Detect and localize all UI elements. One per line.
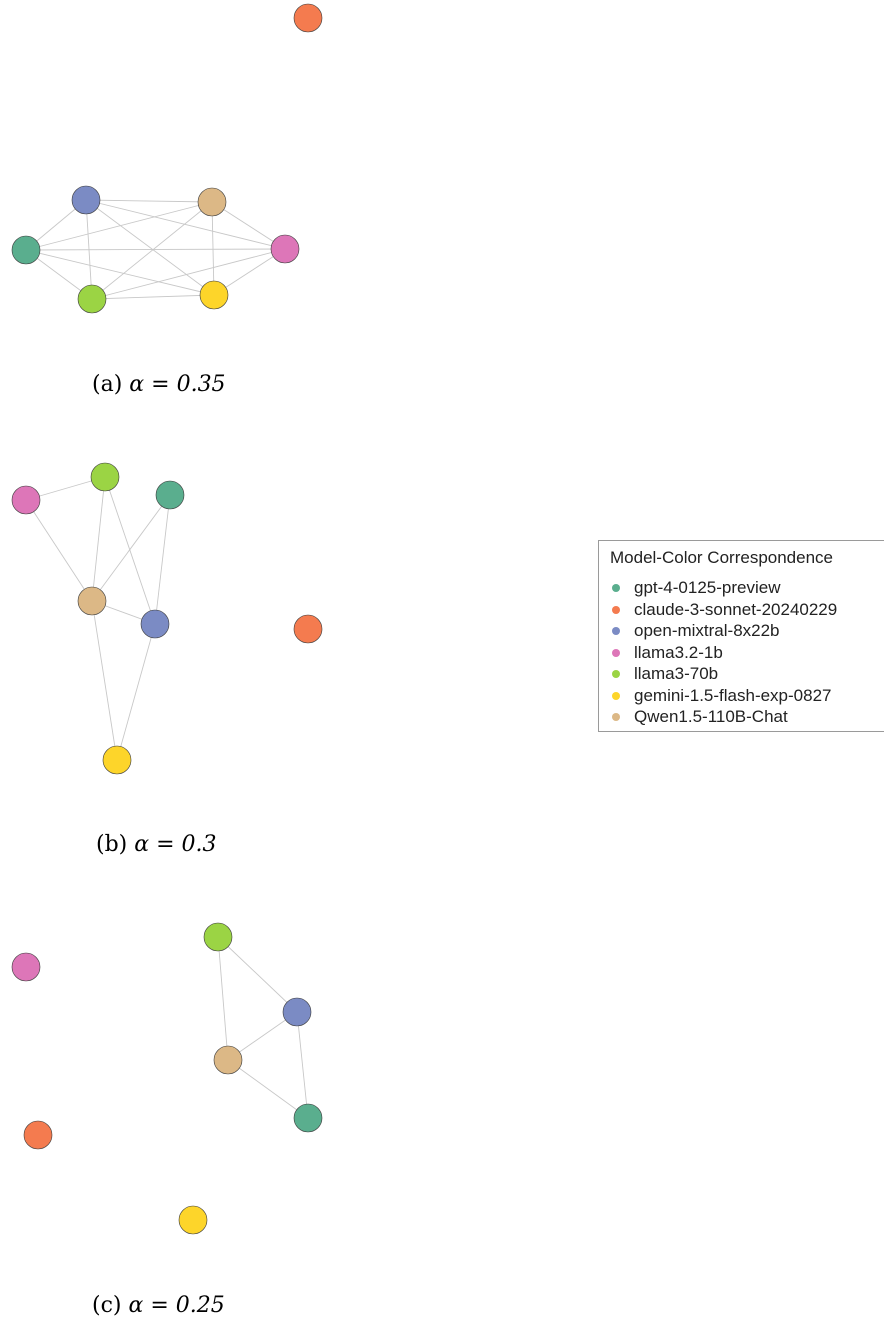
node-gemini (199, 280, 229, 310)
legend-item-label: llama3-70b (634, 664, 719, 683)
edge-llama70-qwen (217, 936, 229, 1061)
edge-mixtral-llama70 (85, 199, 93, 300)
edge-llama70-gemini (91, 294, 215, 300)
node-claude (23, 1120, 53, 1150)
node-gemini (178, 1205, 208, 1235)
node-gemini (102, 745, 132, 775)
node-mixtral (71, 185, 101, 215)
edge-qwen-gemini (91, 600, 118, 761)
node-qwen (213, 1045, 243, 1075)
node-claude (293, 614, 323, 644)
legend-item: claude-3-sonnet-20240229 (612, 600, 837, 620)
legend-color-dot (612, 670, 620, 678)
edge-gpt-llama32 (25, 248, 286, 251)
edge-mixtral-gemini (85, 199, 215, 296)
edge-llama32-llama70 (91, 248, 286, 300)
caption-b: (b) α = 0.3 (96, 832, 217, 857)
caption-a-alpha: α = 0.35 (129, 372, 226, 397)
caption-c: (c) α = 0.25 (92, 1293, 225, 1318)
legend-item-label: Qwen1.5-110B-Chat (634, 707, 788, 726)
legend-color-dot (612, 713, 620, 721)
legend-item-label: open-mixtral-8x22b (634, 621, 780, 640)
edge-mixtral-gemini (116, 623, 156, 761)
caption-b-label: (b) (96, 832, 128, 857)
edge-gpt-qwen (91, 494, 171, 602)
node-llama70 (203, 922, 233, 952)
legend-item: open-mixtral-8x22b (612, 621, 780, 641)
legend-item-label: gpt-4-0125-preview (634, 578, 781, 597)
legend-item: llama3.2-1b (612, 643, 723, 663)
node-claude (293, 3, 323, 33)
edge-gpt-mixtral (154, 494, 171, 625)
node-llama32 (11, 485, 41, 515)
graph-panel-b (11, 462, 323, 775)
caption-a: (a) α = 0.35 (92, 372, 226, 397)
edge-qwen-llama32 (211, 201, 286, 250)
legend-item-label: llama3.2-1b (634, 642, 723, 662)
edge-llama70-mixtral (104, 476, 156, 625)
node-llama32 (270, 234, 300, 264)
node-qwen (77, 586, 107, 616)
legend-item: gemini-1.5-flash-exp-0827 (612, 686, 832, 706)
node-gpt (11, 235, 41, 265)
legend-item: llama3-70b (612, 664, 718, 684)
edge-llama32-qwen (25, 499, 93, 602)
node-gpt (293, 1103, 323, 1133)
caption-b-alpha: α = 0.3 (134, 832, 217, 857)
edge-mixtral-gpt (296, 1011, 309, 1119)
node-mixtral (140, 609, 170, 639)
edge-qwen-gemini (211, 201, 215, 296)
edge-qwen-llama70 (91, 201, 213, 300)
legend-color-dot (612, 627, 620, 635)
legend-box: Model-Color Correspondence gpt-4-0125-pr… (598, 540, 884, 732)
edge-gpt-qwen (25, 201, 213, 251)
node-mixtral (282, 997, 312, 1027)
node-llama32 (11, 952, 41, 982)
edge-llama70-mixtral (217, 936, 298, 1013)
legend-color-dot (612, 648, 620, 657)
edge-llama70-qwen (91, 476, 106, 602)
legend-title: Model-Color Correspondence (610, 548, 834, 567)
legend-item-label: gemini-1.5-flash-exp-0827 (634, 685, 832, 705)
legend-item-label: claude-3-sonnet-20240229 (634, 599, 838, 619)
edge-mixtral-llama32 (85, 199, 286, 250)
legend-item: Qwen1.5-110B-Chat (612, 707, 788, 727)
caption-c-label: (c) (92, 1293, 122, 1318)
node-gpt (155, 480, 185, 510)
legend-color-dot (612, 691, 620, 700)
legend-color-dot (612, 605, 620, 614)
graph-panel-c (11, 922, 323, 1235)
graph-panel-a (11, 3, 323, 314)
caption-a-label: (a) (92, 372, 123, 397)
legend-color-dot (612, 584, 620, 592)
caption-c-alpha: α = 0.25 (128, 1293, 225, 1318)
node-qwen (197, 187, 227, 217)
edge-qwen-gpt (227, 1059, 309, 1119)
node-llama70 (77, 284, 107, 314)
legend-item: gpt-4-0125-preview (612, 578, 780, 598)
node-llama70 (90, 462, 120, 492)
edge-mixtral-qwen (85, 199, 213, 203)
edge-gpt-gemini (25, 249, 215, 296)
